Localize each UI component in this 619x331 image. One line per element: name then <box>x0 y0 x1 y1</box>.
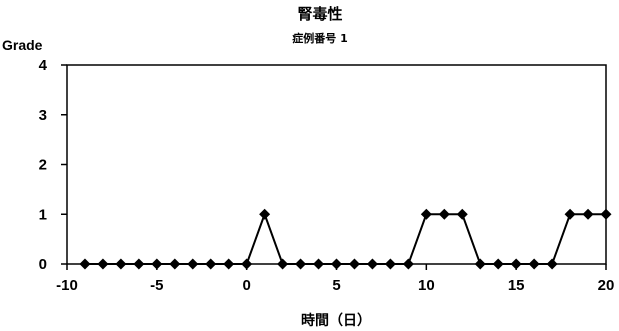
data-point <box>492 258 504 270</box>
data-point <box>546 258 558 270</box>
data-point <box>79 258 91 270</box>
series-points <box>79 208 612 270</box>
x-axis-label: 時間（日） <box>301 312 371 329</box>
data-point <box>115 258 127 270</box>
data-point <box>241 258 253 270</box>
x-tick-label: 5 <box>332 277 340 294</box>
data-point <box>151 258 163 270</box>
data-point <box>331 258 342 270</box>
y-tick-label: 2 <box>39 157 47 174</box>
x-tick-label: 10 <box>418 277 435 294</box>
x-tick-label: -5 <box>150 277 163 294</box>
data-point <box>582 208 594 220</box>
y-axis-label: Grade <box>2 37 43 53</box>
data-point <box>456 208 468 220</box>
data-point <box>528 258 540 270</box>
x-tick-label: 20 <box>598 277 615 294</box>
data-point <box>313 258 325 270</box>
data-point <box>402 258 414 270</box>
data-point <box>205 258 217 270</box>
x-tick-label: -10 <box>56 277 78 294</box>
data-point <box>133 258 145 270</box>
series-path <box>84 211 606 265</box>
y-tick-label: 0 <box>39 256 47 273</box>
y-tick-label: 1 <box>39 206 47 223</box>
data-point <box>223 258 235 270</box>
data-point <box>510 258 522 270</box>
data-point <box>366 258 378 270</box>
plot-area <box>66 64 607 265</box>
data-point <box>564 208 576 220</box>
data-point <box>474 258 486 270</box>
data-point <box>97 258 109 270</box>
y-tick-label: 3 <box>39 107 47 124</box>
data-point <box>420 208 432 220</box>
series-line <box>84 211 606 265</box>
data-point <box>295 258 307 270</box>
y-tick-label: 4 <box>39 57 48 74</box>
chart-title: 腎毒性 <box>297 5 342 23</box>
data-point <box>169 258 181 270</box>
y-axis: 0 1 2 3 4 <box>39 57 67 273</box>
data-point <box>600 208 612 220</box>
chart-subtitle: 症例番号 1 <box>292 31 347 45</box>
data-point <box>187 258 199 270</box>
data-point <box>384 258 396 270</box>
data-point <box>348 258 360 270</box>
x-axis: -10 -5 0 5 10 15 20 <box>56 264 614 294</box>
x-tick-label: 0 <box>242 277 250 294</box>
x-tick-label: 15 <box>508 277 525 294</box>
data-point <box>277 258 289 270</box>
data-point <box>438 208 450 220</box>
data-point <box>259 208 271 220</box>
